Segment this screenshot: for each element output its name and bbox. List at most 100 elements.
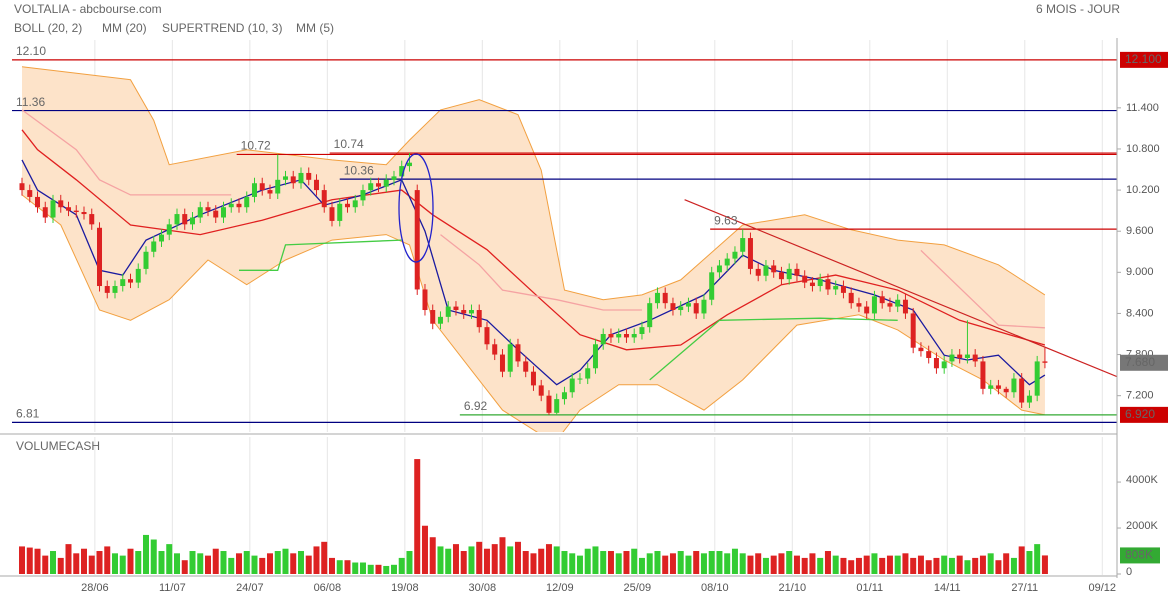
volume-bar — [468, 546, 475, 574]
volume-bar — [824, 551, 831, 574]
volume-bar — [933, 557, 940, 574]
candle-body — [468, 310, 474, 314]
chart-title: VOLTALIA - abcbourse.com — [14, 2, 162, 16]
price-tag-label: 6.920 — [1125, 407, 1155, 421]
y-tick-label: 9.600 — [1126, 225, 1154, 237]
candle-body — [1011, 378, 1017, 393]
volume-bar — [948, 557, 955, 574]
volume-bar — [158, 551, 165, 574]
candle-body — [755, 268, 761, 276]
y-tick-label: 8.400 — [1126, 307, 1154, 319]
volume-bar — [855, 557, 862, 574]
y-tick-label: 9.000 — [1126, 266, 1154, 278]
price-tag-label: 12.100 — [1125, 52, 1162, 66]
volume-bar — [297, 551, 304, 574]
volume-bar — [406, 551, 413, 574]
candle-body — [577, 378, 583, 380]
candle-body — [670, 303, 676, 311]
candle-body — [608, 334, 614, 338]
chart-subtitle: 6 MOIS - JOUR — [1036, 2, 1120, 16]
candle-body — [414, 190, 420, 290]
volume-bar — [445, 548, 452, 574]
volume-bar — [499, 537, 506, 574]
volume-bar — [871, 553, 878, 574]
volume-bar — [623, 551, 630, 574]
volume-bar — [336, 560, 343, 574]
candle-body — [151, 241, 157, 252]
volume-bar — [81, 548, 88, 574]
candle-body — [654, 292, 660, 304]
volume-panel — [19, 437, 1103, 575]
candle-body — [58, 200, 64, 208]
volume-bar — [894, 555, 901, 574]
level-label: 10.36 — [344, 163, 374, 177]
volume-bar — [592, 546, 599, 574]
candle-body — [926, 351, 932, 358]
volume-bar — [863, 555, 870, 574]
candle-body — [66, 207, 72, 211]
volume-bar — [328, 557, 335, 574]
volume-bar — [251, 555, 258, 574]
volume-bar — [662, 555, 669, 574]
candle-body — [1019, 378, 1025, 403]
volume-bar — [398, 557, 405, 574]
x-tick-label: 12/09 — [546, 582, 574, 594]
candle-body — [1034, 361, 1040, 396]
volume-bar — [96, 551, 103, 574]
candle-body — [817, 279, 823, 287]
candle-body — [461, 310, 467, 314]
candle-body — [678, 306, 684, 311]
volume-bar — [654, 551, 661, 574]
volume-bar — [631, 548, 638, 574]
volume-bar — [57, 557, 64, 574]
candle-body — [802, 275, 808, 283]
volume-bar — [150, 539, 157, 574]
candle-body — [337, 203, 343, 221]
volume-bar — [755, 553, 762, 574]
volume-bar — [708, 551, 715, 574]
candle-body — [228, 203, 234, 208]
candle-body — [244, 196, 250, 208]
volume-bar — [375, 564, 382, 574]
candle-body — [949, 354, 955, 362]
volume-bar — [817, 557, 824, 574]
volume-bar — [88, 555, 95, 574]
candle-body — [321, 190, 327, 208]
candle-body — [988, 385, 994, 389]
volume-bar — [770, 555, 777, 574]
x-tick-label: 14/11 — [934, 582, 961, 594]
candle-body — [724, 258, 730, 266]
panel-title: VOLUMECASH — [16, 439, 100, 453]
level-label: 10.72 — [241, 139, 271, 153]
candle-body — [143, 251, 149, 269]
candle-body — [639, 327, 645, 334]
volume-bar — [987, 553, 994, 574]
candle-body — [445, 306, 451, 317]
volume-bar — [367, 564, 374, 574]
volume-bar — [259, 557, 266, 574]
volume-bar — [483, 548, 490, 574]
candle-body — [81, 212, 87, 215]
volume-bar — [979, 555, 986, 574]
volume-bar — [902, 553, 909, 574]
volume-bar — [65, 544, 72, 574]
candle-body — [887, 303, 893, 307]
volume-bar — [1041, 555, 1048, 574]
volume-bar — [266, 553, 273, 574]
volume-bar — [545, 544, 552, 574]
volume-tag — [1120, 547, 1160, 564]
candle-body — [616, 334, 622, 338]
candle-body — [747, 238, 753, 269]
candle-body — [368, 183, 374, 191]
volume-bar — [235, 553, 242, 574]
x-tick-label: 09/12 — [1089, 582, 1117, 594]
candle-body — [856, 303, 862, 307]
y-tick-label: 11.400 — [1126, 102, 1159, 114]
candle-body — [825, 279, 831, 290]
volume-bar — [212, 548, 219, 574]
candle-body — [220, 207, 226, 218]
candle-body — [980, 361, 986, 389]
volume-bar — [429, 537, 436, 574]
candle-body — [864, 306, 870, 314]
candle-body — [554, 399, 560, 413]
